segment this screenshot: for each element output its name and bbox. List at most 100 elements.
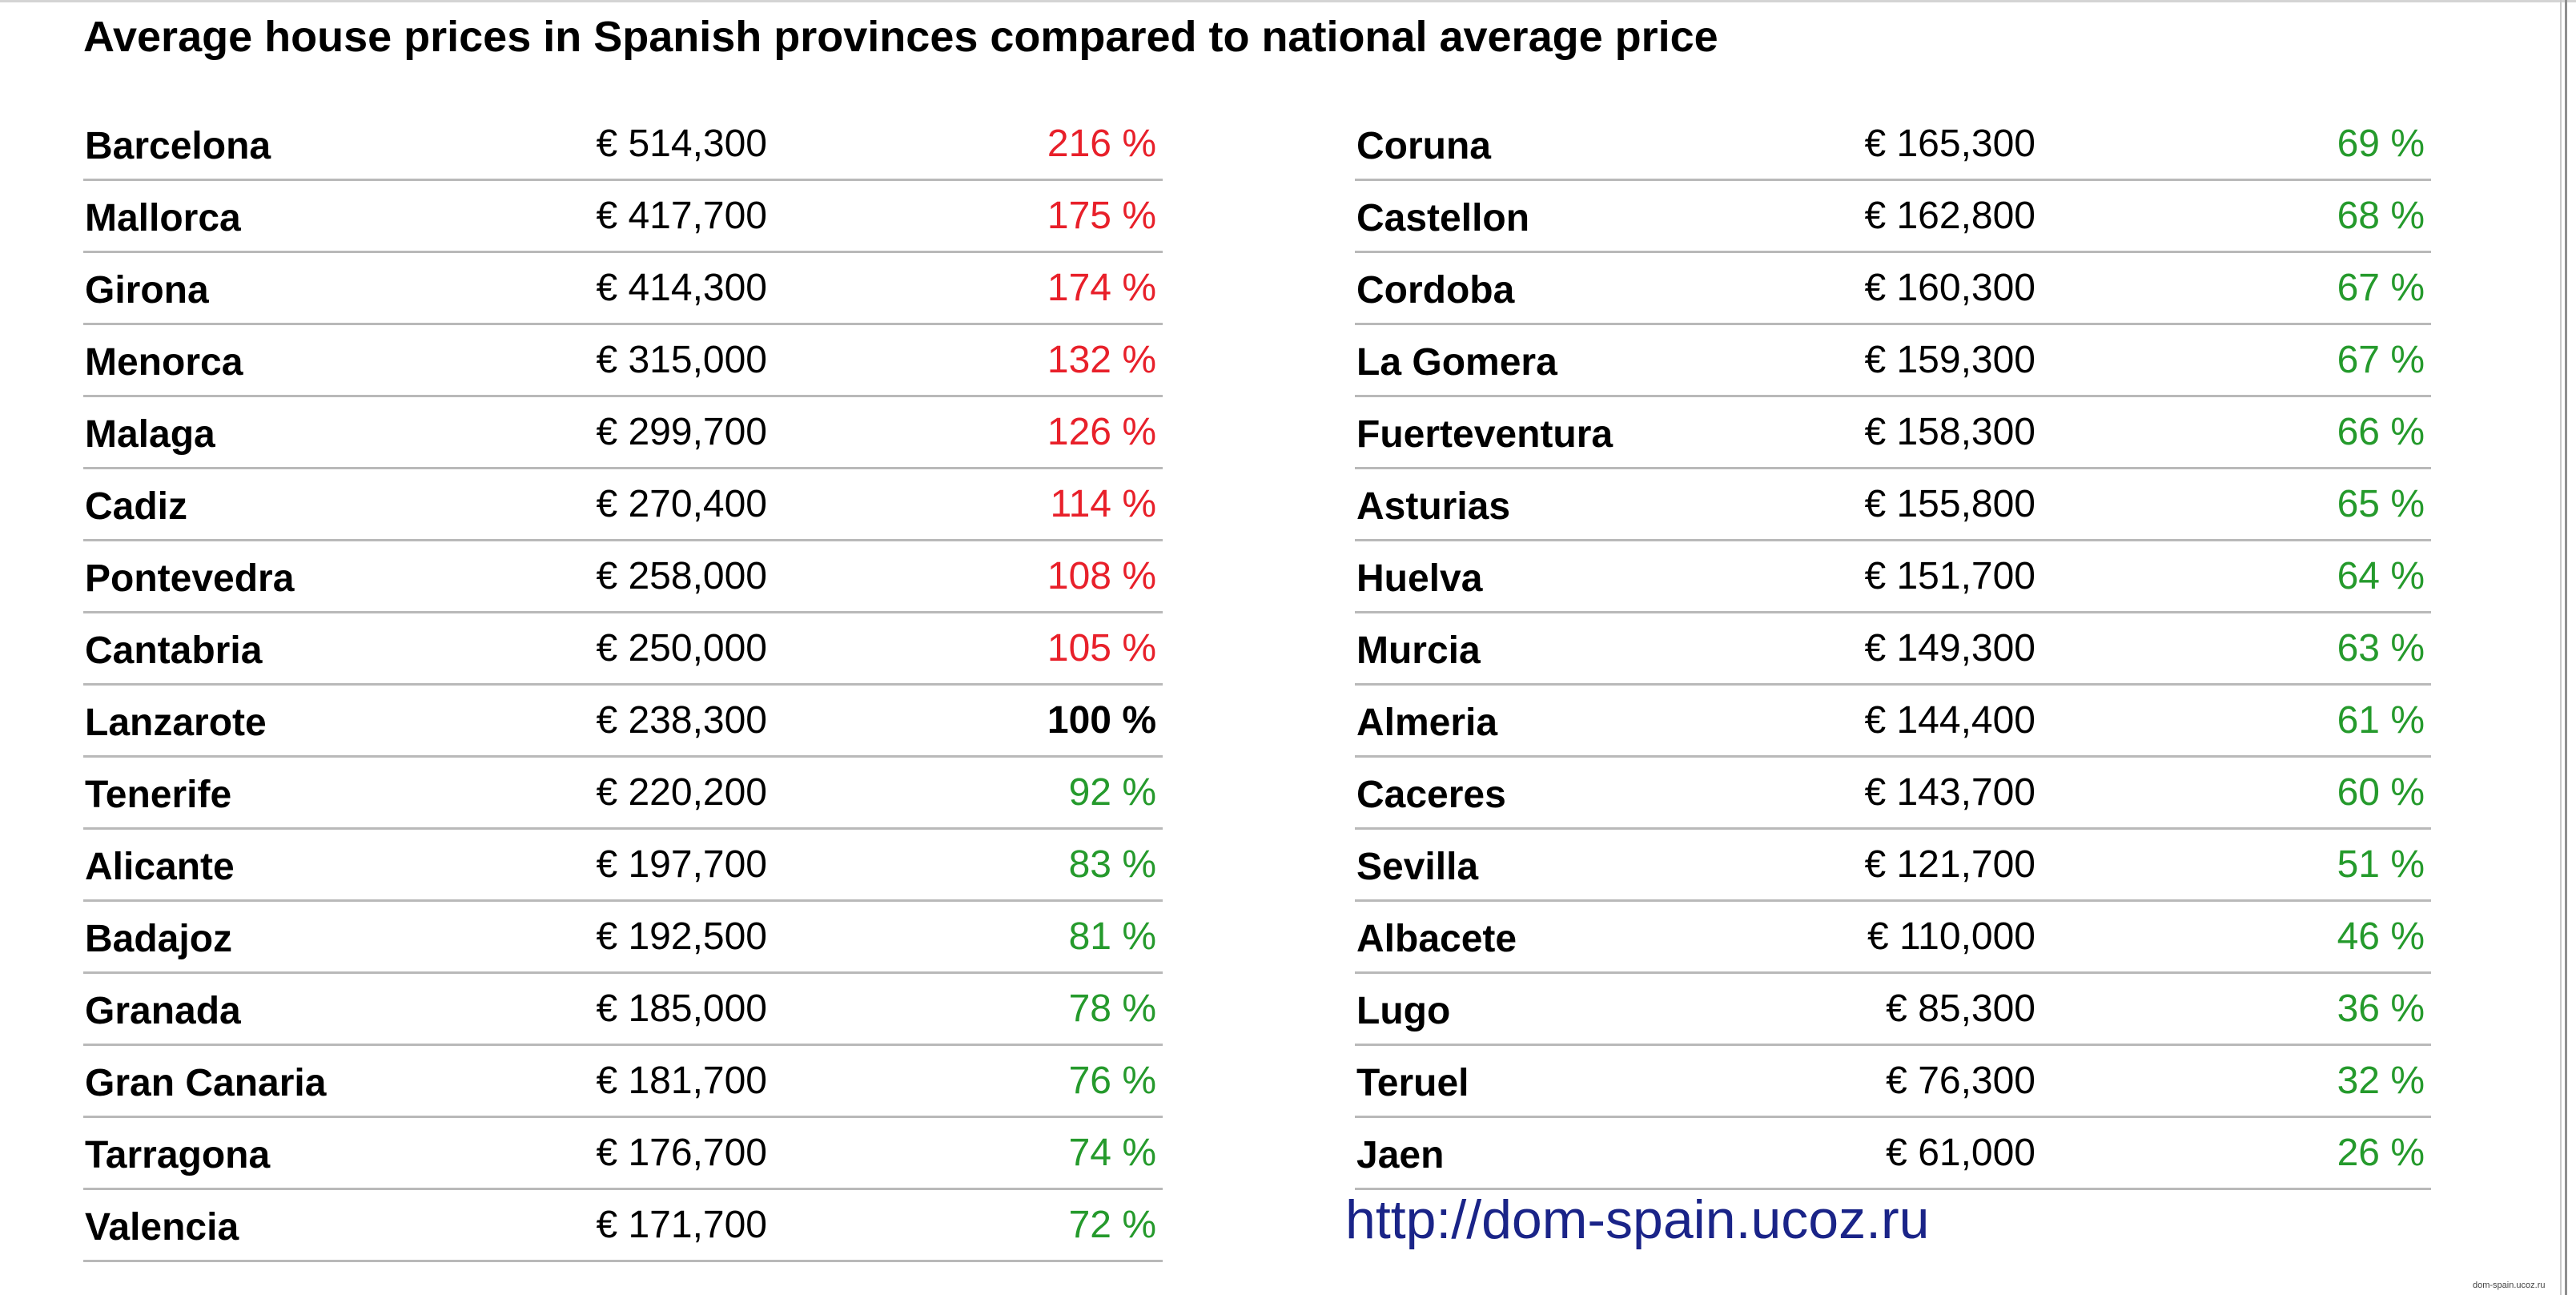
average-price: € 144,400: [1864, 699, 2035, 742]
average-price: € 192,500: [596, 915, 767, 958]
province-name: Asturias: [1356, 485, 1511, 528]
table-row: Asturias € 155,800 65 %: [1355, 469, 2431, 541]
province-name: Tarragona: [85, 1134, 271, 1176]
province-name: Malaga: [85, 413, 215, 456]
percent-of-national-average: 216 %: [1047, 123, 1156, 165]
percent-of-national-average: 175 %: [1047, 195, 1156, 237]
percent-of-national-average: 76 %: [1068, 1060, 1156, 1102]
average-price: € 238,300: [596, 699, 767, 742]
province-name: Gran Canaria: [85, 1062, 327, 1104]
table-row: Cordoba € 160,300 67 %: [1355, 253, 2431, 325]
province-name: Barcelona: [85, 125, 271, 167]
percent-of-national-average: 114 %: [1050, 483, 1156, 525]
average-price: € 155,800: [1864, 483, 2035, 525]
table-row: Alicante € 197,700 83 %: [83, 830, 1163, 902]
table-row: Menorca € 315,000 132 %: [83, 325, 1163, 397]
table-row: Cantabria € 250,000 105 %: [83, 613, 1163, 686]
percent-of-national-average: 100 %: [1047, 699, 1156, 742]
province-name: Granada: [85, 990, 241, 1032]
average-price: € 250,000: [596, 627, 767, 670]
province-name: Valencia: [85, 1206, 239, 1249]
percent-of-national-average: 126 %: [1047, 411, 1156, 453]
province-name: Jaen: [1356, 1134, 1445, 1176]
table-row: Gran Canaria € 181,700 76 %: [83, 1046, 1163, 1118]
province-name: Caceres: [1356, 774, 1506, 816]
table-row: Granada € 185,000 78 %: [83, 974, 1163, 1046]
table-row: Murcia € 149,300 63 %: [1355, 613, 2431, 686]
percent-of-national-average: 105 %: [1047, 627, 1156, 670]
table-row: Valencia € 171,700 72 %: [83, 1190, 1163, 1262]
percent-of-national-average: 174 %: [1047, 267, 1156, 309]
province-name: Alicante: [85, 846, 235, 888]
average-price: € 143,700: [1864, 771, 2035, 814]
table-row: Barcelona € 514,300 216 %: [83, 109, 1163, 181]
table-row: Castellon € 162,800 68 %: [1355, 181, 2431, 253]
average-price: € 299,700: [596, 411, 767, 453]
province-name: Tenerife: [85, 774, 232, 816]
average-price: € 417,700: [596, 195, 767, 237]
average-price: € 315,000: [596, 339, 767, 381]
table-row: Sevilla € 121,700 51 %: [1355, 830, 2431, 902]
table-row: Girona € 414,300 174 %: [83, 253, 1163, 325]
average-price: € 176,700: [596, 1132, 767, 1174]
province-name: Lugo: [1356, 990, 1451, 1032]
average-price: € 61,000: [1886, 1132, 2035, 1174]
province-name: Girona: [85, 269, 209, 312]
average-price: € 85,300: [1886, 987, 2035, 1030]
page-edge: [2565, 0, 2567, 1295]
province-name: Cantabria: [85, 629, 263, 672]
province-name: Pontevedra: [85, 557, 295, 600]
table-row: Teruel € 76,300 32 %: [1355, 1046, 2431, 1118]
left-price-table: Barcelona € 514,300 216 % Mallorca € 417,700…: [83, 109, 1163, 1262]
percent-of-national-average: 36 %: [2337, 987, 2425, 1030]
table-row: Lugo € 85,300 36 %: [1355, 974, 2431, 1046]
average-price: € 414,300: [596, 267, 767, 309]
average-price: € 110,000: [1867, 915, 2035, 958]
province-name: Albacete: [1356, 918, 1517, 960]
percent-of-national-average: 132 %: [1047, 339, 1156, 381]
percent-of-national-average: 46 %: [2337, 915, 2425, 958]
province-name: Almeria: [1356, 702, 1498, 744]
table-row: Fuerteventura € 158,300 66 %: [1355, 397, 2431, 469]
percent-of-national-average: 81 %: [1068, 915, 1156, 958]
average-price: € 181,700: [596, 1060, 767, 1102]
table-row: Cadiz € 270,400 114 %: [83, 469, 1163, 541]
page-edge-inner: [2560, 0, 2562, 1295]
table-row: Jaen € 61,000 26 %: [1355, 1118, 2431, 1190]
average-price: € 220,200: [596, 771, 767, 814]
average-price: € 258,000: [596, 555, 767, 597]
percent-of-national-average: 78 %: [1068, 987, 1156, 1030]
province-name: Menorca: [85, 341, 243, 384]
table-row: Malaga € 299,700 126 %: [83, 397, 1163, 469]
average-price: € 121,700: [1864, 843, 2035, 886]
average-price: € 159,300: [1864, 339, 2035, 381]
average-price: € 149,300: [1864, 627, 2035, 670]
province-name: Murcia: [1356, 629, 1481, 672]
percent-of-national-average: 63 %: [2337, 627, 2425, 670]
percent-of-national-average: 64 %: [2337, 555, 2425, 597]
percent-of-national-average: 69 %: [2337, 123, 2425, 165]
page-title: Average house prices in Spanish province…: [83, 13, 1718, 61]
province-name: Coruna: [1356, 125, 1491, 167]
percent-of-national-average: 83 %: [1068, 843, 1156, 886]
table-row: Caceres € 143,700 60 %: [1355, 758, 2431, 830]
province-name: Badajoz: [85, 918, 233, 960]
table-row: Huelva € 151,700 64 %: [1355, 541, 2431, 613]
province-name: Castellon: [1356, 197, 1530, 239]
average-price: € 158,300: [1864, 411, 2035, 453]
percent-of-national-average: 67 %: [2337, 339, 2425, 381]
average-price: € 160,300: [1864, 267, 2035, 309]
top-border: [0, 0, 2576, 2]
province-name: La Gomera: [1356, 341, 1557, 384]
source-url-link[interactable]: http://dom-spain.ucoz.ru: [1345, 1189, 1930, 1250]
percent-of-national-average: 32 %: [2337, 1060, 2425, 1102]
percent-of-national-average: 61 %: [2337, 699, 2425, 742]
percent-of-national-average: 72 %: [1068, 1204, 1156, 1246]
average-price: € 171,700: [596, 1204, 767, 1246]
average-price: € 270,400: [596, 483, 767, 525]
table-row: Lanzarote € 238,300 100 %: [83, 686, 1163, 758]
table-row: Almeria € 144,400 61 %: [1355, 686, 2431, 758]
percent-of-national-average: 65 %: [2337, 483, 2425, 525]
table-row: Mallorca € 417,700 175 %: [83, 181, 1163, 253]
table-row: Pontevedra € 258,000 108 %: [83, 541, 1163, 613]
